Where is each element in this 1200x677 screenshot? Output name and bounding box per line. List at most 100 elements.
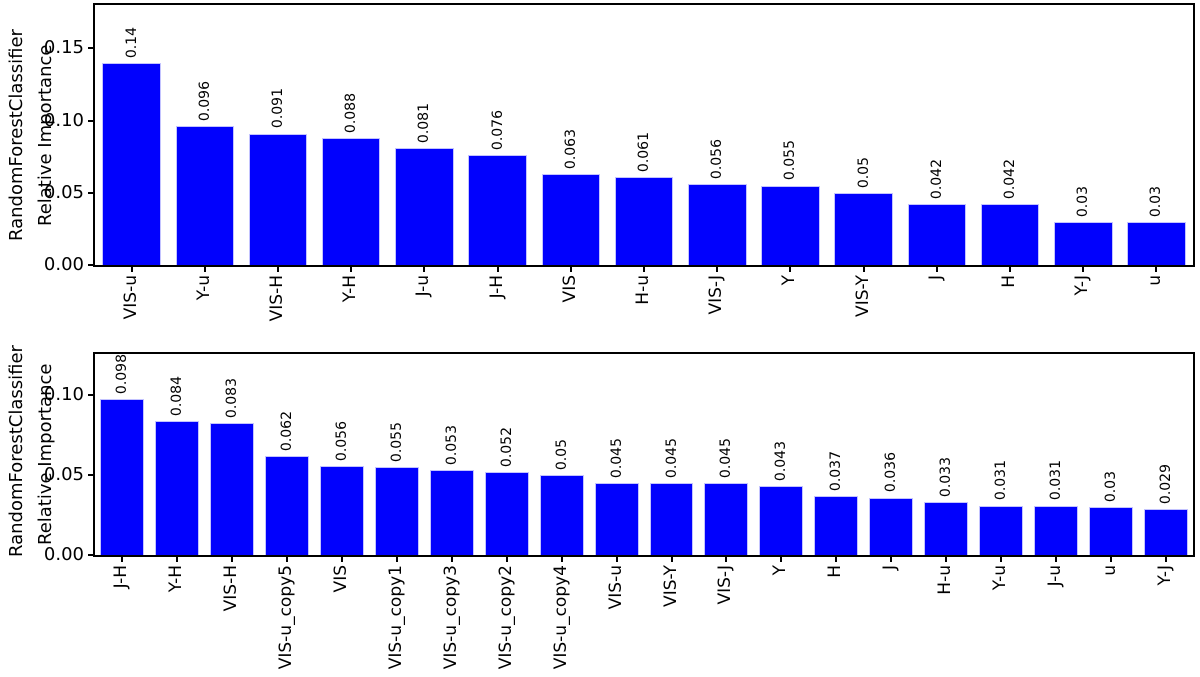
bar-value-label: 0.091	[269, 88, 286, 129]
x-tick-mark	[395, 557, 398, 562]
x-tick-mark	[670, 557, 673, 562]
y-tick-mark	[88, 474, 93, 477]
x-tick-label: VIS-Y	[660, 565, 681, 607]
x-tick-label: H-u	[633, 275, 654, 305]
bar-slot: 0.042 H	[973, 5, 1046, 288]
x-tick-mark	[231, 557, 234, 562]
x-tick-mark	[341, 557, 344, 562]
bar-H	[980, 204, 1040, 265]
bar-J-u	[1033, 505, 1078, 555]
bar-VIS-u_copy4	[539, 475, 584, 555]
bar-slot: 0.084 Y-H	[150, 354, 205, 592]
bar-slot: 0.083 VIS-H	[205, 354, 260, 611]
bar-value-label: 0.05	[553, 439, 570, 471]
x-tick-mark	[725, 557, 728, 562]
x-tick-label: Y-H	[166, 565, 187, 593]
x-tick-label: VIS-J	[706, 275, 727, 315]
y-tick-mark	[88, 394, 93, 397]
bar-value-label: 0.042	[928, 159, 945, 200]
bar-slot: 0.045 VIS-Y	[644, 354, 699, 607]
x-tick-label: J-u	[1044, 565, 1065, 587]
y-tick-mark	[88, 554, 93, 556]
bar-J-u	[395, 148, 454, 265]
bar-value-label: 0.031	[992, 460, 1009, 501]
y-tick-label: 0.00	[43, 254, 84, 275]
x-tick-mark	[1164, 557, 1167, 562]
x-tick-label: Y-J	[1154, 565, 1175, 586]
bar-slot: 0.03 Y-J	[1047, 5, 1120, 295]
x-tick-mark	[1009, 267, 1012, 272]
x-tick-mark	[716, 267, 719, 272]
x-tick-label: VIS-u_copy3	[440, 565, 461, 670]
bar-value-label: 0.037	[828, 450, 845, 491]
bar-slot: 0.14 VIS-u	[95, 5, 168, 319]
bar-slot: 0.029 Y-J	[1138, 354, 1193, 585]
bar-VIS	[541, 174, 601, 265]
x-tick-label: Y-J	[1072, 275, 1093, 296]
x-tick-label: H-u	[935, 565, 956, 595]
x-tick-label: Y-u	[193, 275, 214, 301]
x-tick-mark	[1082, 267, 1085, 272]
y-tick-mark	[88, 191, 93, 194]
bar-slot: 0.062 VIS-u_copy5	[260, 354, 315, 669]
y-tick-label: 0.05	[43, 181, 84, 203]
bar-VIS-u_copy2	[484, 472, 529, 555]
bar-Y-H	[321, 137, 381, 265]
bar-J-H	[468, 155, 527, 265]
bar-slot: 0.033 H-u	[919, 354, 974, 595]
bar-VIS	[320, 465, 365, 555]
x-tick-label: J-u	[413, 275, 434, 297]
bar-value-label: 0.029	[1157, 463, 1174, 504]
bar-slot: 0.037 H	[809, 354, 864, 578]
x-tick-mark	[789, 267, 792, 272]
bar-VIS-u_copy5	[265, 456, 310, 555]
bar-value-label: 0.036	[883, 452, 900, 493]
x-tick-label: VIS-u	[605, 565, 626, 610]
bar-slot: 0.081 J-u	[388, 5, 461, 296]
bar-value-label: 0.056	[334, 420, 351, 461]
x-tick-label: VIS	[559, 275, 580, 303]
bar-H-u	[614, 176, 674, 265]
x-tick-mark	[176, 557, 179, 562]
bar-value-label: 0.088	[343, 92, 360, 133]
bar-VIS-H	[210, 422, 255, 555]
x-tick-label: VIS	[331, 565, 352, 593]
bar-slot: 0.061 H-u	[607, 5, 680, 305]
bar-slot: 0.045 VIS-J	[699, 354, 754, 605]
x-tick-label: VIS-H	[267, 275, 288, 322]
x-tick-label: VIS-Y	[852, 275, 873, 317]
x-tick-mark	[569, 267, 572, 272]
bar-slot: 0.055 VIS-u_copy1	[370, 354, 425, 669]
bar-slot: 0.03 u	[1083, 354, 1138, 576]
bar-value-label: 0.03	[1148, 185, 1165, 217]
bar-slot: 0.096 Y-u	[168, 5, 241, 300]
x-tick-label: Y-H	[340, 275, 361, 303]
x-tick-mark	[505, 557, 508, 562]
y-tick-label: 0.10	[43, 384, 84, 406]
x-tick-mark	[450, 557, 453, 562]
x-tick-label: J	[880, 565, 901, 571]
bar-VIS-u	[594, 483, 639, 555]
bar-u	[1088, 507, 1133, 555]
x-tick-mark	[1054, 557, 1057, 562]
x-tick-label: u	[1099, 565, 1120, 576]
bar-value-label: 0.062	[279, 411, 296, 452]
x-tick-label: VIS-J	[715, 565, 736, 605]
x-tick-label: VIS-u_copy4	[550, 565, 571, 670]
bar-value-label: 0.083	[224, 377, 241, 418]
bar-value-label: 0.045	[608, 438, 625, 479]
x-tick-label: J-H	[486, 275, 507, 299]
bar-Y-J	[1143, 508, 1188, 555]
x-tick-label: Y	[770, 565, 791, 576]
bar-slot: 0.098 J-H	[95, 354, 150, 588]
bottom-chart-bars: 0.098 J-H 0.084 Y-H 0.083 VIS-H 0.062 VIS-u_cop…	[95, 354, 1193, 669]
x-tick-label: H	[825, 565, 846, 578]
bar-value-label: 0.055	[782, 140, 799, 181]
x-tick-mark	[121, 557, 124, 562]
bar-J-H	[100, 398, 145, 555]
bar-value-label: 0.096	[196, 81, 213, 122]
bar-value-label: 0.056	[709, 139, 726, 180]
bottom-chart-y-axis-label: RandomForestClassifier Relative Importan…	[6, 345, 56, 557]
bar-slot: 0.05 VIS-u_copy4	[534, 354, 589, 669]
bar-slot: 0.03 u	[1120, 5, 1193, 286]
